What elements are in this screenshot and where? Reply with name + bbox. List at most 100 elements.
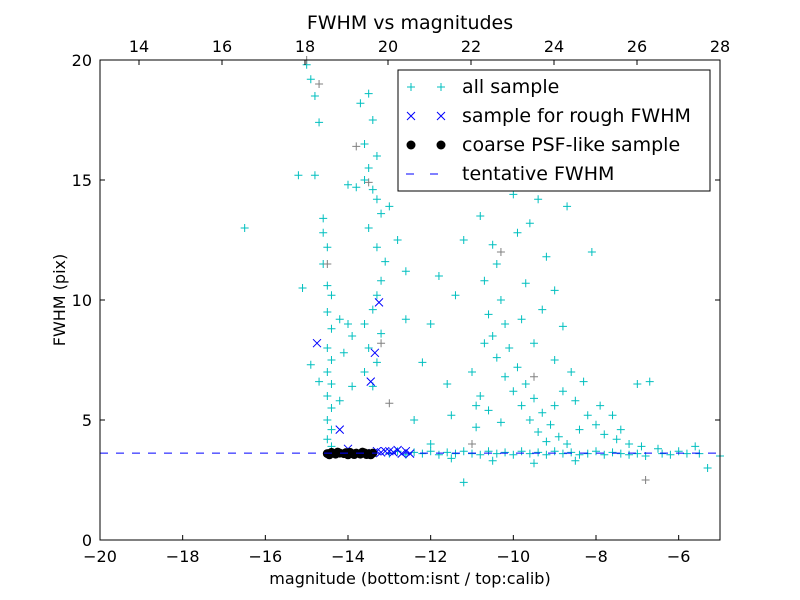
all-sample-point: [459, 478, 468, 487]
all-sample-point: [323, 344, 332, 352]
all-sample-point: [472, 401, 481, 410]
all-sample-point: [492, 449, 501, 458]
all-sample-point: [484, 406, 493, 415]
all-sample-point: [558, 387, 567, 396]
all-sample-point: [327, 324, 336, 333]
all-sample-point: [360, 320, 369, 328]
all-sample-point: [596, 401, 605, 410]
all-sample-point: [666, 450, 675, 459]
top-x-tick-label: 14: [129, 37, 149, 56]
all-sample-point: [339, 348, 348, 357]
all-sample-grey-point: [385, 399, 394, 408]
all-sample-point: [459, 447, 468, 456]
all-sample-point: [327, 425, 336, 434]
y-tick-label: 15: [72, 171, 92, 190]
all-sample-point: [501, 372, 510, 381]
x-tick-label: −20: [83, 547, 117, 566]
all-sample-point: [401, 315, 410, 324]
all-sample-point: [484, 447, 493, 456]
y-tick-label: 10: [72, 291, 92, 310]
all-sample-grey-point: [530, 372, 538, 381]
x-tick-label: −18: [166, 547, 200, 566]
all-sample-point: [488, 332, 497, 340]
all-sample-point: [550, 356, 559, 364]
all-sample-point: [608, 448, 617, 457]
all-sample-point: [608, 411, 617, 420]
all-sample-point: [426, 440, 435, 448]
coarse-psf-point: [333, 447, 343, 457]
all-sample-point: [542, 252, 551, 261]
all-sample-point: [554, 432, 563, 441]
all-sample-point: [513, 228, 522, 237]
all-sample-point: [592, 420, 600, 429]
top-x-tick-label: 18: [295, 37, 315, 56]
all-sample-point: [368, 185, 377, 194]
all-sample-point: [542, 437, 551, 446]
all-sample-point: [319, 214, 328, 223]
x-tick-label: −8: [584, 547, 608, 566]
all-sample-point: [306, 75, 315, 84]
all-sample-point: [496, 418, 505, 427]
all-sample-point: [625, 440, 634, 448]
all-sample-point: [567, 448, 576, 457]
legend-marker-coarse: [406, 140, 416, 150]
all-sample-grey-point: [323, 260, 332, 268]
all-sample-point: [703, 464, 712, 472]
all-sample-point: [468, 368, 476, 376]
all-sample-point: [323, 243, 332, 252]
all-sample-point: [344, 320, 352, 328]
all-sample-point: [550, 447, 559, 456]
all-sample-point: [348, 332, 357, 340]
all-sample-point: [472, 423, 481, 432]
all-sample-point: [443, 448, 452, 457]
legend-marker-all: [437, 83, 445, 91]
all-sample-point: [534, 428, 543, 436]
all-sample-point: [298, 284, 307, 292]
all-sample-point: [377, 276, 386, 285]
all-sample-point: [315, 377, 324, 386]
all-sample-point: [418, 358, 427, 367]
all-sample-point: [323, 281, 332, 290]
x-tick-label: −14: [331, 547, 365, 566]
all-sample-point: [372, 243, 381, 252]
all-sample-point: [534, 195, 543, 204]
all-sample-point: [654, 444, 662, 453]
all-sample-point: [513, 363, 522, 372]
legend-label-rough: sample for rough FWHM: [462, 105, 691, 127]
all-sample-point: [583, 411, 592, 420]
all-sample-point: [538, 305, 547, 314]
coarse-psf-point: [324, 450, 334, 460]
all-sample-point: [492, 353, 501, 362]
all-sample-point: [306, 360, 315, 369]
all-sample-point: [616, 425, 625, 434]
all-sample-point: [459, 236, 468, 244]
all-sample-point: [571, 456, 580, 465]
all-sample-point: [352, 183, 361, 192]
top-x-tick-label: 24: [544, 37, 564, 56]
all-sample-point: [381, 257, 390, 266]
all-sample-point: [327, 404, 336, 412]
coarse-psf-point: [349, 450, 359, 460]
all-sample-point: [372, 291, 381, 300]
all-sample-point: [310, 171, 319, 180]
all-sample-point: [323, 435, 332, 444]
legend: all sample sample for rough FWHM coarse …: [397, 69, 711, 192]
all-sample-point: [579, 377, 588, 386]
all-sample-point: [637, 442, 646, 451]
all-sample-point: [501, 320, 510, 328]
all-sample-point: [327, 356, 336, 364]
all-sample-point: [521, 380, 530, 388]
x-tick-label: −16: [248, 547, 282, 566]
all-sample-point: [509, 190, 518, 199]
all-sample-point: [480, 339, 489, 348]
all-sample-point: [612, 435, 621, 444]
all-sample-point: [451, 291, 460, 300]
all-sample-point: [505, 344, 514, 352]
all-sample-grey-point: [641, 476, 650, 484]
all-sample-point: [567, 368, 576, 376]
all-sample-point: [525, 416, 534, 424]
all-sample-point: [368, 305, 377, 314]
top-x-tick-label: 20: [378, 37, 398, 56]
all-sample-point: [476, 392, 485, 400]
